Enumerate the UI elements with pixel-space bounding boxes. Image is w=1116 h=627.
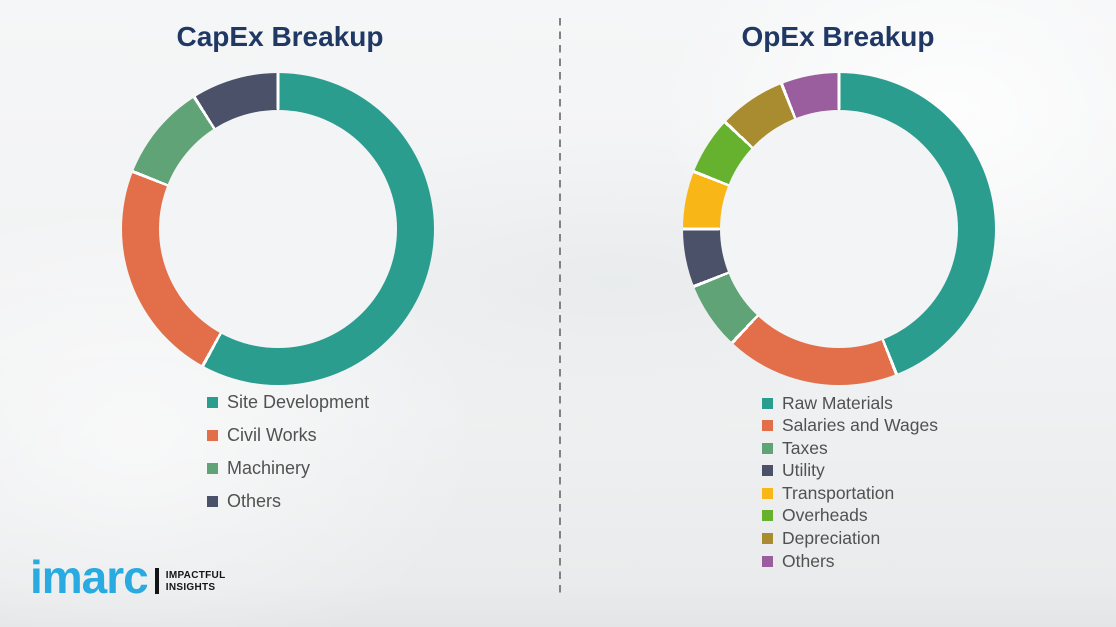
legend-item-civil-works: Civil Works bbox=[207, 424, 369, 445]
legend-label: Taxes bbox=[782, 437, 828, 458]
legend-label: Utility bbox=[782, 460, 825, 481]
legend-swatch bbox=[762, 442, 773, 454]
legend-item-others: Others bbox=[207, 490, 369, 511]
legend-label: Salaries and Wages bbox=[782, 415, 938, 436]
legend-swatch bbox=[762, 510, 773, 522]
logo-tagline-line2: INSIGHTS bbox=[165, 582, 216, 593]
legend-label: Civil Works bbox=[227, 424, 317, 445]
legend-label: Others bbox=[782, 550, 835, 571]
logo-tagline: IMPACTFUL INSIGHTS bbox=[166, 570, 226, 594]
opex-panel: OpEx Breakup Raw Materials Salaries and … bbox=[560, 0, 1116, 627]
legend-swatch bbox=[762, 487, 773, 499]
opex-legend: Raw Materials Salaries and Wages Taxes U… bbox=[762, 392, 938, 575]
legend-label: Depreciation bbox=[782, 528, 881, 549]
opex-chart-title: OpEx Breakup bbox=[741, 21, 935, 52]
legend-swatch bbox=[762, 465, 773, 477]
legend-label: Transportation bbox=[782, 482, 895, 503]
legend-label: Overheads bbox=[782, 505, 868, 526]
legend-swatch bbox=[207, 495, 218, 507]
capex-chart-title: CapEx Breakup bbox=[176, 21, 384, 52]
legend-swatch bbox=[762, 533, 773, 545]
legend-swatch bbox=[762, 555, 773, 567]
legend-label: Site Development bbox=[227, 391, 370, 412]
legend-item-taxes: Taxes bbox=[762, 437, 938, 458]
imarc-logo-wordmark: imarc bbox=[30, 551, 149, 603]
legend-swatch bbox=[207, 396, 218, 408]
logo-divider-bar bbox=[154, 568, 159, 594]
dashed-divider-line bbox=[559, 18, 561, 595]
legend-swatch bbox=[762, 420, 773, 432]
legend-item-depreciation: Depreciation bbox=[762, 528, 938, 549]
legend-swatch bbox=[207, 429, 218, 441]
legend-item-site-development: Site Development bbox=[207, 391, 370, 412]
legend-item-utility: Utility bbox=[762, 460, 938, 481]
logo-tagline-line1: IMPACTFUL bbox=[165, 570, 226, 581]
capex-donut-chart bbox=[122, 73, 434, 385]
legend-label: Others bbox=[227, 490, 282, 511]
legend-item-salaries-and-wages: Salaries and Wages bbox=[762, 415, 938, 436]
legend-item-machinery: Machinery bbox=[207, 457, 369, 478]
legend-swatch bbox=[762, 397, 773, 409]
legend-swatch bbox=[207, 462, 218, 474]
capex-panel: CapEx Breakup Site Development Civil Wor… bbox=[122, 21, 434, 525]
legend-item-others: Others bbox=[762, 550, 938, 571]
capex-legend: Site Development Civil Works Machinery O… bbox=[207, 391, 370, 525]
legend-label: Raw Materials bbox=[782, 392, 893, 413]
legend-label: Machinery bbox=[227, 457, 311, 478]
opex-donut-chart bbox=[683, 73, 995, 385]
legend-item-overheads: Overheads bbox=[762, 505, 938, 526]
legend-item-raw-materials: Raw Materials bbox=[762, 392, 938, 413]
legend-item-transportation: Transportation bbox=[762, 482, 938, 503]
imarc-logo: imarc IMPACTFUL INSIGHTS bbox=[30, 554, 225, 600]
